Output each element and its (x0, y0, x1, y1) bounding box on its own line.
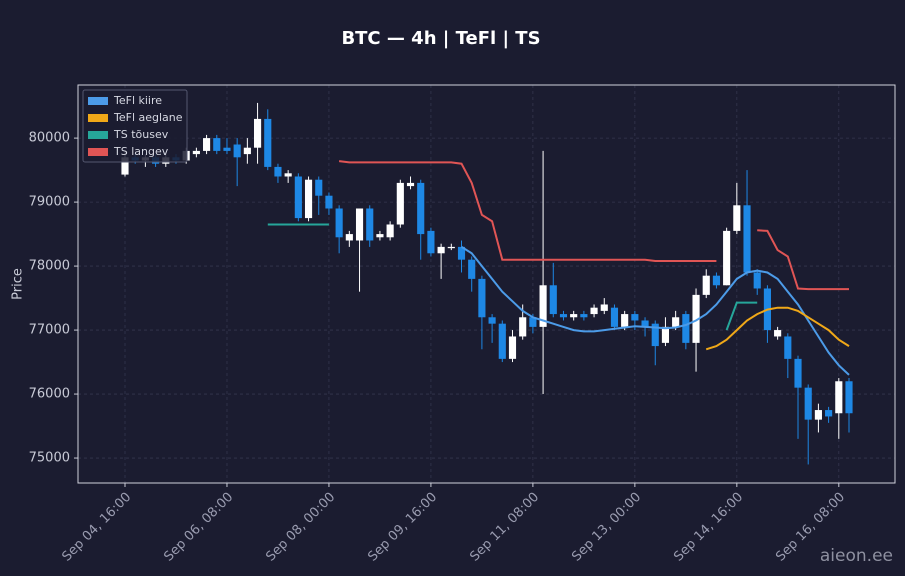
candle-body (651, 323, 659, 347)
candle-body (468, 259, 476, 279)
legend-swatch (88, 114, 108, 122)
candle-body (355, 208, 364, 241)
legend-box (82, 89, 188, 163)
candle-body (233, 144, 241, 158)
legend: TeFl kiire TeFl aeglane TS tõusev TS langev (82, 89, 188, 163)
line-series (267, 223, 758, 331)
y-tick-label: 80000 (29, 131, 70, 146)
candle-body (498, 323, 506, 359)
candle-body (702, 275, 710, 295)
candle-body (590, 307, 598, 315)
candle-body (315, 179, 323, 196)
candle-body (549, 285, 557, 315)
candle-body (284, 173, 292, 177)
candle-body (274, 166, 282, 177)
legend-swatch (88, 148, 108, 156)
candle-body (325, 195, 333, 209)
candle-body (631, 314, 639, 321)
candle-body (672, 317, 680, 327)
candle-body (774, 330, 782, 337)
y-axis-label: Price (11, 268, 26, 300)
candle-body (345, 234, 353, 241)
candle-body (519, 317, 527, 337)
candle-body (559, 314, 568, 318)
y-tick-label: 75000 (29, 451, 70, 466)
candle-body (366, 208, 374, 241)
candle-body (121, 157, 129, 175)
candle-body (335, 208, 343, 238)
candle-body (488, 317, 496, 324)
candle-body (661, 326, 670, 343)
candle-body (192, 150, 200, 155)
candle-body (478, 278, 486, 318)
watermark: aieon.ee (820, 546, 893, 566)
candle-body (641, 320, 649, 327)
line-series (338, 160, 849, 291)
chart-title: BTC — 4h | TeFl | TS (341, 28, 540, 49)
y-tick-label: 76000 (29, 387, 70, 402)
candle-body (570, 314, 578, 318)
candle-body (723, 230, 731, 286)
candle-body (406, 182, 415, 187)
candle-body (396, 182, 404, 225)
candle-body (794, 358, 802, 388)
candle-body (437, 246, 445, 254)
candle-body (253, 118, 262, 148)
candle-body (712, 275, 721, 286)
candle-body (682, 314, 690, 343)
candle-body (386, 224, 394, 238)
candle-body (447, 246, 455, 249)
candle-body (621, 314, 629, 327)
candle-body (457, 246, 466, 260)
candle-body (733, 205, 741, 231)
y-tick-label: 77000 (29, 323, 70, 338)
legend-label: TeFl aeglane (113, 111, 183, 124)
candle-body (804, 387, 812, 420)
candle-body (825, 410, 833, 417)
candle-body (529, 317, 537, 327)
candle-body (539, 285, 547, 327)
candle-body (427, 230, 435, 254)
plot-frame (77, 84, 896, 484)
legend-swatch (88, 97, 108, 105)
candle-body (610, 307, 619, 327)
legend-label: TS langev (113, 145, 169, 158)
candle-body (753, 272, 761, 289)
candle-body (243, 147, 251, 155)
candle-body (845, 381, 853, 414)
candle-body (294, 176, 302, 219)
candle-body (835, 381, 843, 414)
legend-label: TeFl kiire (113, 94, 162, 107)
candle-body (304, 179, 313, 219)
y-tick-label: 78000 (29, 259, 70, 274)
legend-label: TS tõusev (113, 128, 169, 141)
line-series (705, 306, 850, 351)
candle-body (600, 304, 608, 311)
legend-swatch (88, 131, 108, 139)
candle-body (784, 336, 792, 359)
candle-body (508, 336, 517, 359)
candle-body (743, 205, 751, 273)
candle-body (692, 294, 700, 343)
candle-body (213, 138, 221, 151)
candle-body (814, 410, 822, 420)
candle-body (376, 234, 384, 238)
candle-body (264, 118, 272, 167)
candle-body (417, 182, 425, 235)
candle-body (580, 314, 588, 318)
y-tick-label: 79000 (29, 195, 70, 210)
candle-body (223, 147, 231, 151)
line-series (460, 246, 850, 376)
candle-body (203, 138, 211, 151)
